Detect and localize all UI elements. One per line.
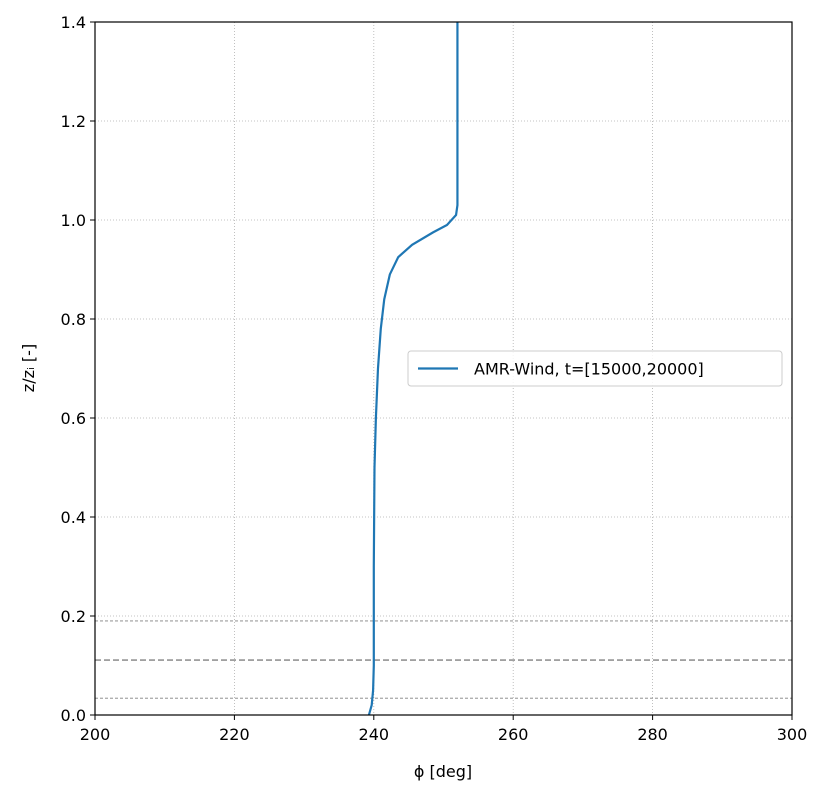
x-tick-label: 200 (80, 725, 111, 744)
y-tick-label: 0.8 (61, 310, 86, 329)
y-tick-label: 0.6 (61, 409, 86, 428)
y-tick-label: 0.2 (61, 607, 86, 626)
y-tick-label: 0.4 (61, 508, 86, 527)
legend: AMR-Wind, t=[15000,20000] (407, 350, 783, 387)
x-tick-label: 220 (219, 725, 250, 744)
y-axis-label: z/zᵢ [-] (19, 344, 38, 392)
x-tick-label: 280 (637, 725, 668, 744)
y-tick-label: 1.4 (61, 13, 86, 32)
plot-frame (94, 21, 793, 716)
x-tick-label: 260 (498, 725, 529, 744)
legend-label: AMR-Wind, t=[15000,20000] (474, 360, 704, 379)
x-tick-label: 240 (359, 725, 390, 744)
x-axis-label: ϕ [deg] (414, 762, 472, 781)
data-line (367, 22, 459, 716)
y-tick-label: 1.0 (61, 211, 86, 230)
y-tick-label: 0.0 (61, 706, 86, 725)
x-tick-label: 300 (777, 725, 808, 744)
legend-box (407, 350, 783, 387)
y-tick-label: 1.2 (61, 112, 86, 131)
